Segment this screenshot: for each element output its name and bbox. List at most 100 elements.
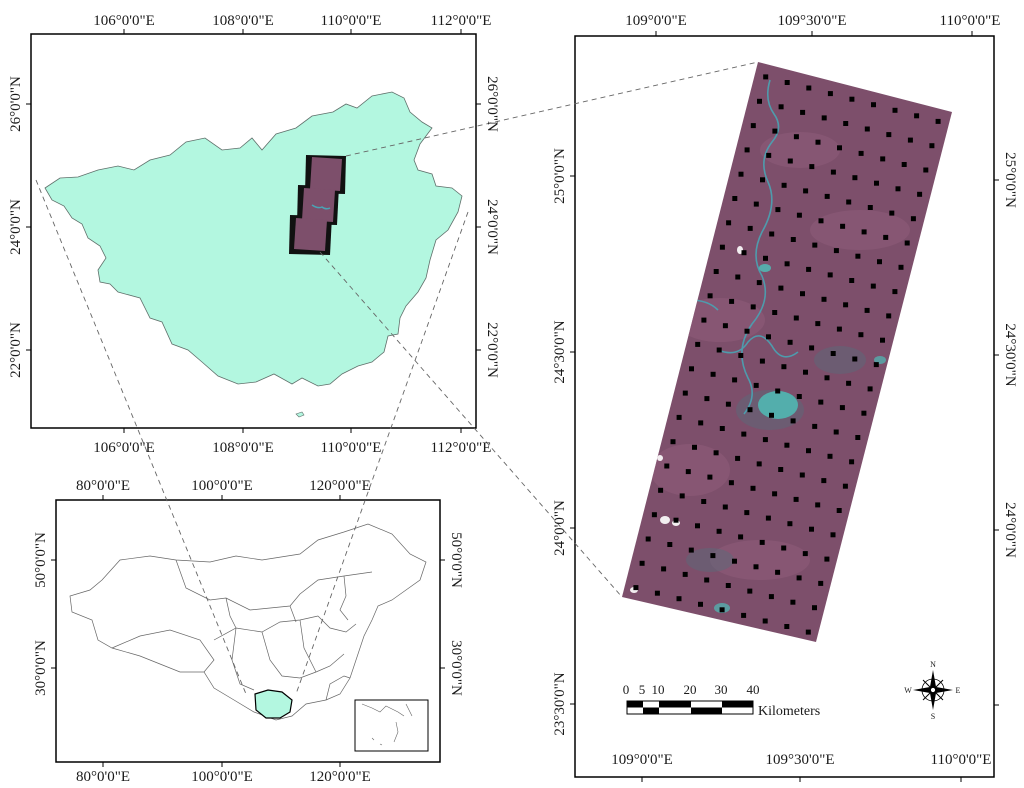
tl-top-lon-4: 112°0'0"E [431,13,492,29]
sample-point [772,310,778,315]
sample-point [722,504,728,510]
sample-point [685,469,691,475]
sample-point [923,167,929,173]
sample-point [929,143,935,149]
sample-point [830,532,836,538]
sample-point [855,253,861,259]
sample-point [855,435,861,440]
sample-point [784,442,790,448]
sample-point [895,186,901,192]
tl-right-lat-2: 24°0'0"N [484,199,500,255]
sample-point [744,510,750,516]
sample-point [732,558,737,564]
sample-point [769,231,775,237]
sample-point [750,304,756,310]
tl-bottom-lon-3: 110°0'0"E [321,440,382,456]
sample-point [713,269,719,274]
bl-top-lon-2: 100°0'0"E [191,478,253,494]
sample-point [763,255,768,261]
sample-point [667,542,673,547]
sample-point [698,601,703,607]
sample-point [762,437,768,443]
r-top-lon-1: 109°0'0"E [625,13,687,29]
sample-points [633,74,941,635]
sample-point [719,607,725,613]
sample-point [874,180,879,186]
sample-point [821,115,827,121]
sample-point [837,145,842,151]
china-outline [69,523,427,721]
tl-right-lat-3: 22°0'0"N [484,322,500,378]
sample-point [769,412,774,418]
r-bottom-lon-2: 109°30'0"E [766,752,835,768]
scale-tick-0: 0 [623,682,630,697]
sample-point [806,85,812,91]
sample-point [812,242,818,248]
bl-right-lat-1: 50°0'0"N [448,532,464,588]
sample-point [664,463,670,469]
sample-point [833,429,839,435]
sample-point [873,362,879,368]
sample-point [738,534,744,540]
sample-point [793,496,799,502]
sample-point [907,137,913,143]
sample-point [800,109,806,115]
sample-point [898,264,904,270]
small-island [295,411,305,418]
sample-point [651,512,657,518]
bl-top-lon-3: 120°0'0"E [309,478,371,494]
sample-point [864,126,870,132]
sample-point [735,274,741,280]
sample-point [744,328,750,334]
sample-point [757,98,762,104]
sample-point [793,134,799,140]
sample-point [824,375,830,381]
bl-bottom-lon-2: 100°0'0"E [191,769,253,785]
tl-right-lat-1: 26°0'0"N [484,76,500,132]
sample-point [728,480,734,486]
sample-point [716,347,722,353]
sample-point [682,571,688,577]
sample-point [836,326,842,332]
tl-bottom-lon-1: 106°0'0"E [93,440,155,456]
sample-point [763,74,769,80]
scale-bar: 0 5 10 20 30 40 Kilometers [623,682,820,719]
sample-point [806,448,811,454]
sample-point [803,188,809,194]
r-top-lon-3: 110°0'0"E [940,13,1001,29]
bl-bottom-lon-1: 80°0'0"E [76,769,130,785]
sample-point [784,80,790,85]
sample-point [778,285,784,291]
sample-point [695,341,701,347]
bl-bottom-lon-3: 120°0'0"E [309,769,371,785]
sample-point [833,248,839,254]
satellite-map-labels: 109°0'0"E 109°30'0"E 110°0'0"E 109°0'0"E… [552,13,1018,768]
sample-point [756,280,762,286]
sample-point [710,371,716,377]
sample-point [766,334,771,340]
sample-point [818,399,824,405]
sample-point [880,337,885,343]
sample-point [781,545,787,551]
sample-point [800,291,805,297]
sample-point [830,351,836,356]
province-map-panel [30,33,477,429]
sample-point [741,250,747,256]
sample-point [802,551,808,557]
sample-point [682,390,688,396]
scale-tick-20: 20 [684,682,697,697]
sample-point [704,577,710,583]
sample-point [812,605,817,611]
sample-point [747,225,753,231]
compass-w: W [904,686,912,695]
sample-point [849,96,855,102]
sample-point [861,229,867,235]
sample-point [750,123,756,129]
sample-point [781,364,787,370]
bl-right-lat-2: 30°0'0"N [448,640,464,696]
sample-point [729,298,735,304]
scale-tick-10: 10 [652,682,665,697]
sample-point [910,216,916,222]
sample-point [753,382,759,388]
sample-point [654,590,660,596]
